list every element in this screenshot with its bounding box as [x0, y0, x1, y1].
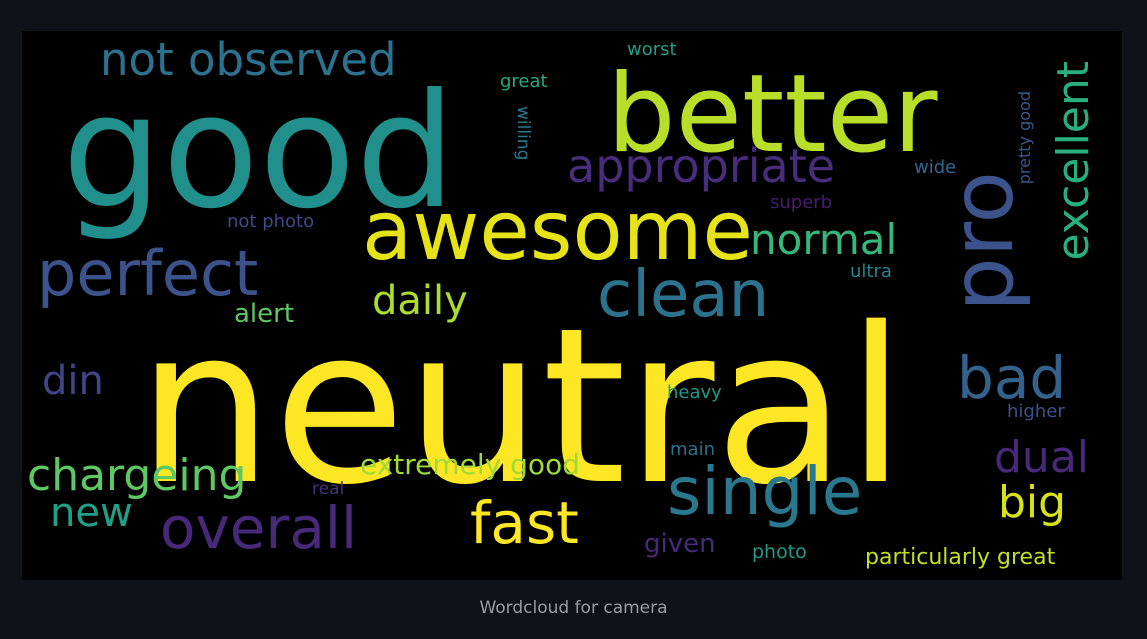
- word-great: great: [500, 71, 548, 92]
- word-daily: daily: [372, 278, 468, 324]
- word-heavy: heavy: [667, 382, 722, 403]
- word-excellent: excellent: [1048, 61, 1099, 261]
- word-worst: worst: [627, 39, 677, 60]
- word-awesome: awesome: [362, 184, 753, 279]
- word-not-photo: not photo: [227, 211, 315, 232]
- word-dual: dual: [994, 432, 1090, 483]
- wordcloud-image: good better neutral not observed awesome appr…: [22, 31, 1122, 580]
- word-appropriate: appropriate: [567, 139, 836, 193]
- word-not-observed: not observed: [100, 33, 397, 86]
- word-ultra: ultra: [850, 261, 892, 282]
- word-single: single: [667, 453, 863, 530]
- word-din: din: [42, 358, 104, 404]
- word-fast: fast: [470, 489, 579, 557]
- word-given: given: [644, 529, 716, 559]
- word-pro: pro: [933, 171, 1033, 312]
- word-big: big: [998, 477, 1067, 528]
- wordcloud-caption: Wordcloud for camera: [479, 598, 668, 618]
- word-main: main: [670, 439, 715, 460]
- word-extremely-good: extremely good: [360, 448, 580, 481]
- word-superb: superb: [770, 192, 833, 213]
- word-better: better: [607, 52, 938, 177]
- word-perfect: perfect: [37, 237, 259, 310]
- word-good: good: [62, 60, 456, 244]
- word-real: real: [312, 479, 345, 499]
- word-photo: photo: [752, 541, 807, 563]
- word-chargeing: chargeing: [27, 450, 247, 501]
- word-wide: wide: [914, 157, 957, 178]
- word-willing: willing: [513, 106, 533, 161]
- word-higher: higher: [1007, 401, 1065, 422]
- word-clean: clean: [597, 258, 770, 332]
- word-particularly-great: particularly great: [865, 545, 1056, 570]
- word-overall: overall: [160, 494, 358, 562]
- word-neutral: neutral: [137, 281, 906, 532]
- word-normal: normal: [750, 215, 898, 264]
- word-pretty-good: pretty good: [1015, 91, 1034, 185]
- word-alert: alert: [234, 299, 295, 329]
- word-bad: bad: [957, 344, 1067, 412]
- word-new: new: [50, 490, 133, 536]
